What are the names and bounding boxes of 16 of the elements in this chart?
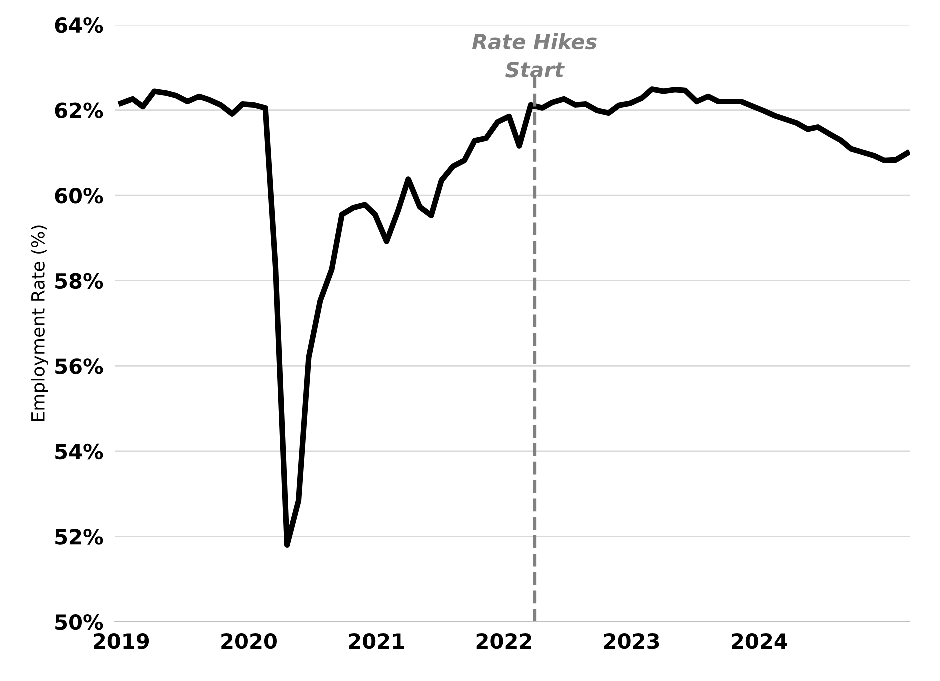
y-tick-label: 54% [56,444,104,460]
y-tick-label: 50% [56,614,104,630]
ref-line-label: Rate Hikes Start [472,34,597,78]
y-tick-label: 64% [55,17,104,34]
y-axis-title: Employment Rate (%) [30,226,48,421]
x-tick-label: 2023 [604,633,660,650]
x-tick-label: 2022 [476,633,532,650]
y-tick-label: 52% [56,529,104,545]
y-tick-label: 58% [56,273,104,290]
x-tick-label: 2021 [349,633,404,650]
x-tick-label: 2024 [732,633,788,650]
y-tick-label: 60% [55,188,104,204]
x-tick-label: 2019 [94,633,150,650]
y-tick-label: 62% [55,102,104,118]
y-tick-label: 56% [56,358,104,374]
x-tick-label: 2020 [222,633,277,650]
